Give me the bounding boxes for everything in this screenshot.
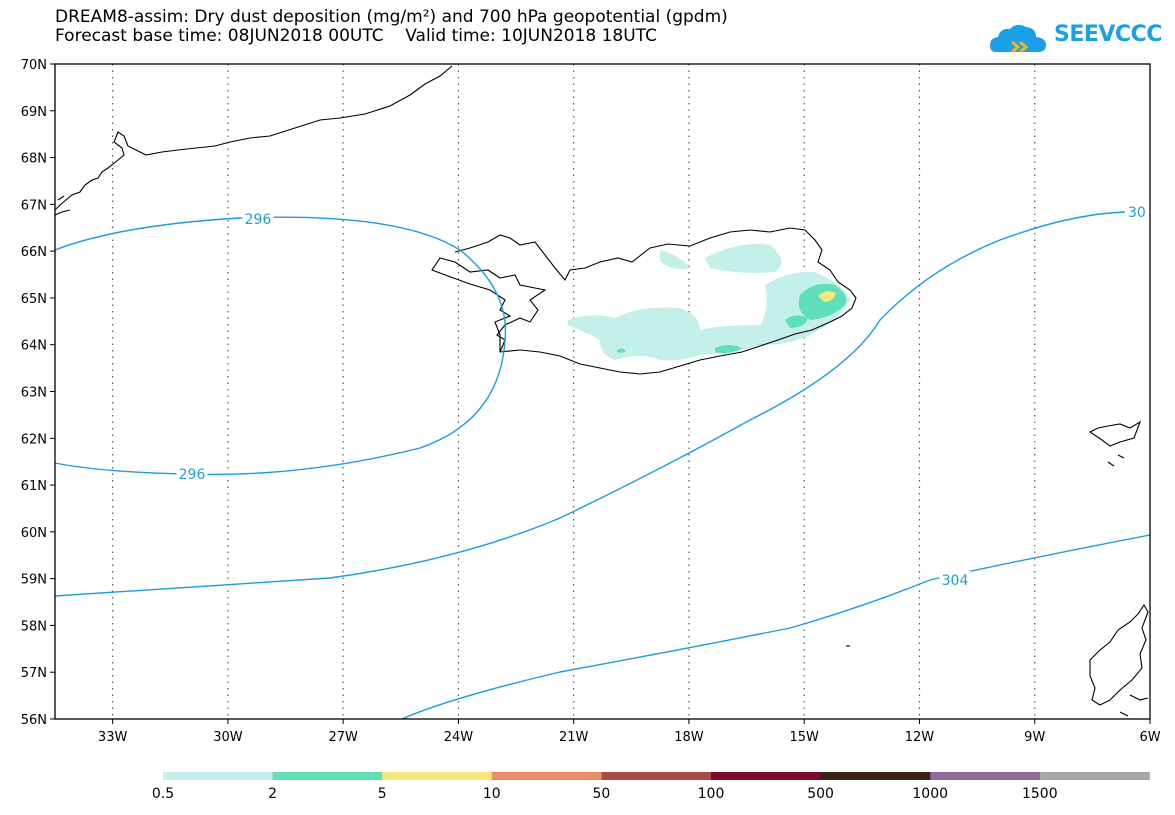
legend-swatch bbox=[820, 772, 931, 780]
geopotential-contours bbox=[54, 211, 1151, 720]
lat-label: 61N bbox=[21, 479, 47, 494]
contour-label: 296 bbox=[179, 467, 206, 483]
deposition-area-2 bbox=[785, 315, 808, 328]
contour-labels: 296 296 30 304 bbox=[176, 203, 1148, 589]
deposition-area-2 bbox=[715, 345, 742, 354]
contour-label: 296 bbox=[245, 212, 272, 228]
lon-label: 27W bbox=[328, 730, 358, 745]
lat-label: 63N bbox=[21, 386, 47, 401]
lon-label: 9W bbox=[1024, 730, 1045, 745]
lat-label: 69N bbox=[21, 105, 47, 120]
lon-label: 15W bbox=[790, 730, 820, 745]
contour-label-bg bbox=[176, 465, 208, 481]
lat-label: 64N bbox=[21, 339, 47, 354]
legend-label: 2 bbox=[268, 786, 277, 802]
contour-label-bg bbox=[1126, 203, 1148, 219]
geopotential-contour-line bbox=[54, 216, 507, 476]
lat-label: 66N bbox=[21, 245, 47, 260]
cloud-logo-icon bbox=[990, 24, 1046, 54]
legend-swatch bbox=[272, 772, 383, 780]
deposition-area-0.5 bbox=[705, 243, 782, 273]
lat-label: 67N bbox=[21, 198, 47, 213]
map-frame bbox=[54, 63, 1151, 720]
logo-text: SEEVCCC bbox=[1054, 22, 1162, 47]
legend-label: 1000 bbox=[912, 786, 948, 802]
lon-label: 24W bbox=[444, 730, 474, 745]
map-gridlines bbox=[112, 64, 1036, 719]
legend-swatch bbox=[491, 772, 602, 780]
lat-label: 57N bbox=[21, 666, 47, 681]
deposition-area-0.5 bbox=[660, 250, 690, 270]
contour-label-bg bbox=[242, 210, 274, 226]
dust-deposition-fills bbox=[568, 243, 850, 361]
lat-label: 65N bbox=[21, 292, 47, 307]
axis-labels: 70N 69N 68N 67N 66N 65N 64N 63N 62N 61N 60N 59N 58N 5… bbox=[21, 58, 1161, 745]
geopotential-contour-line bbox=[401, 534, 1151, 720]
lat-label: 70N bbox=[21, 58, 47, 73]
legend-label: 100 bbox=[698, 786, 725, 802]
legend-label: 50 bbox=[592, 786, 610, 802]
lon-label: 6W bbox=[1139, 730, 1160, 745]
color-legend: 0.5 2 5 10 50 100 500 1000 1500 bbox=[152, 772, 1150, 802]
contour-label: 304 bbox=[942, 573, 969, 589]
lon-label: 21W bbox=[559, 730, 589, 745]
legend-label: 10 bbox=[483, 786, 501, 802]
legend-swatch bbox=[163, 772, 274, 780]
lat-label: 68N bbox=[21, 152, 47, 167]
geopotential-contour-line bbox=[54, 211, 1126, 597]
legend-swatch bbox=[711, 772, 822, 780]
lat-label: 56N bbox=[21, 713, 47, 728]
legend-swatch bbox=[382, 772, 493, 780]
legend-label: 5 bbox=[378, 786, 387, 802]
lon-label: 12W bbox=[905, 730, 935, 745]
legend-swatch bbox=[601, 772, 712, 780]
contour-label-bg bbox=[939, 571, 971, 587]
lon-label: 30W bbox=[213, 730, 243, 745]
lat-label: 62N bbox=[21, 432, 47, 447]
contour-label: 30 bbox=[1128, 205, 1146, 221]
legend-swatch bbox=[1039, 772, 1150, 780]
lon-label: 18W bbox=[674, 730, 704, 745]
coastlines bbox=[54, 65, 1149, 717]
lon-label: 33W bbox=[98, 730, 128, 745]
deposition-area-0.5 bbox=[568, 271, 850, 361]
map-title: DREAM8-assim: Dry dust deposition (mg/m²… bbox=[55, 7, 728, 27]
deposition-area-2 bbox=[617, 348, 626, 353]
lat-label: 59N bbox=[21, 573, 47, 588]
map-subtitle: Forecast base time: 08JUN2018 00UTC Vali… bbox=[55, 26, 657, 46]
legend-label: 0.5 bbox=[152, 786, 174, 802]
deposition-area-5 bbox=[818, 291, 836, 302]
lat-label: 58N bbox=[21, 619, 47, 634]
lat-label: 60N bbox=[21, 526, 47, 541]
legend-label: 500 bbox=[807, 786, 834, 802]
legend-swatch bbox=[930, 772, 1041, 780]
legend-label: 1500 bbox=[1022, 786, 1058, 802]
